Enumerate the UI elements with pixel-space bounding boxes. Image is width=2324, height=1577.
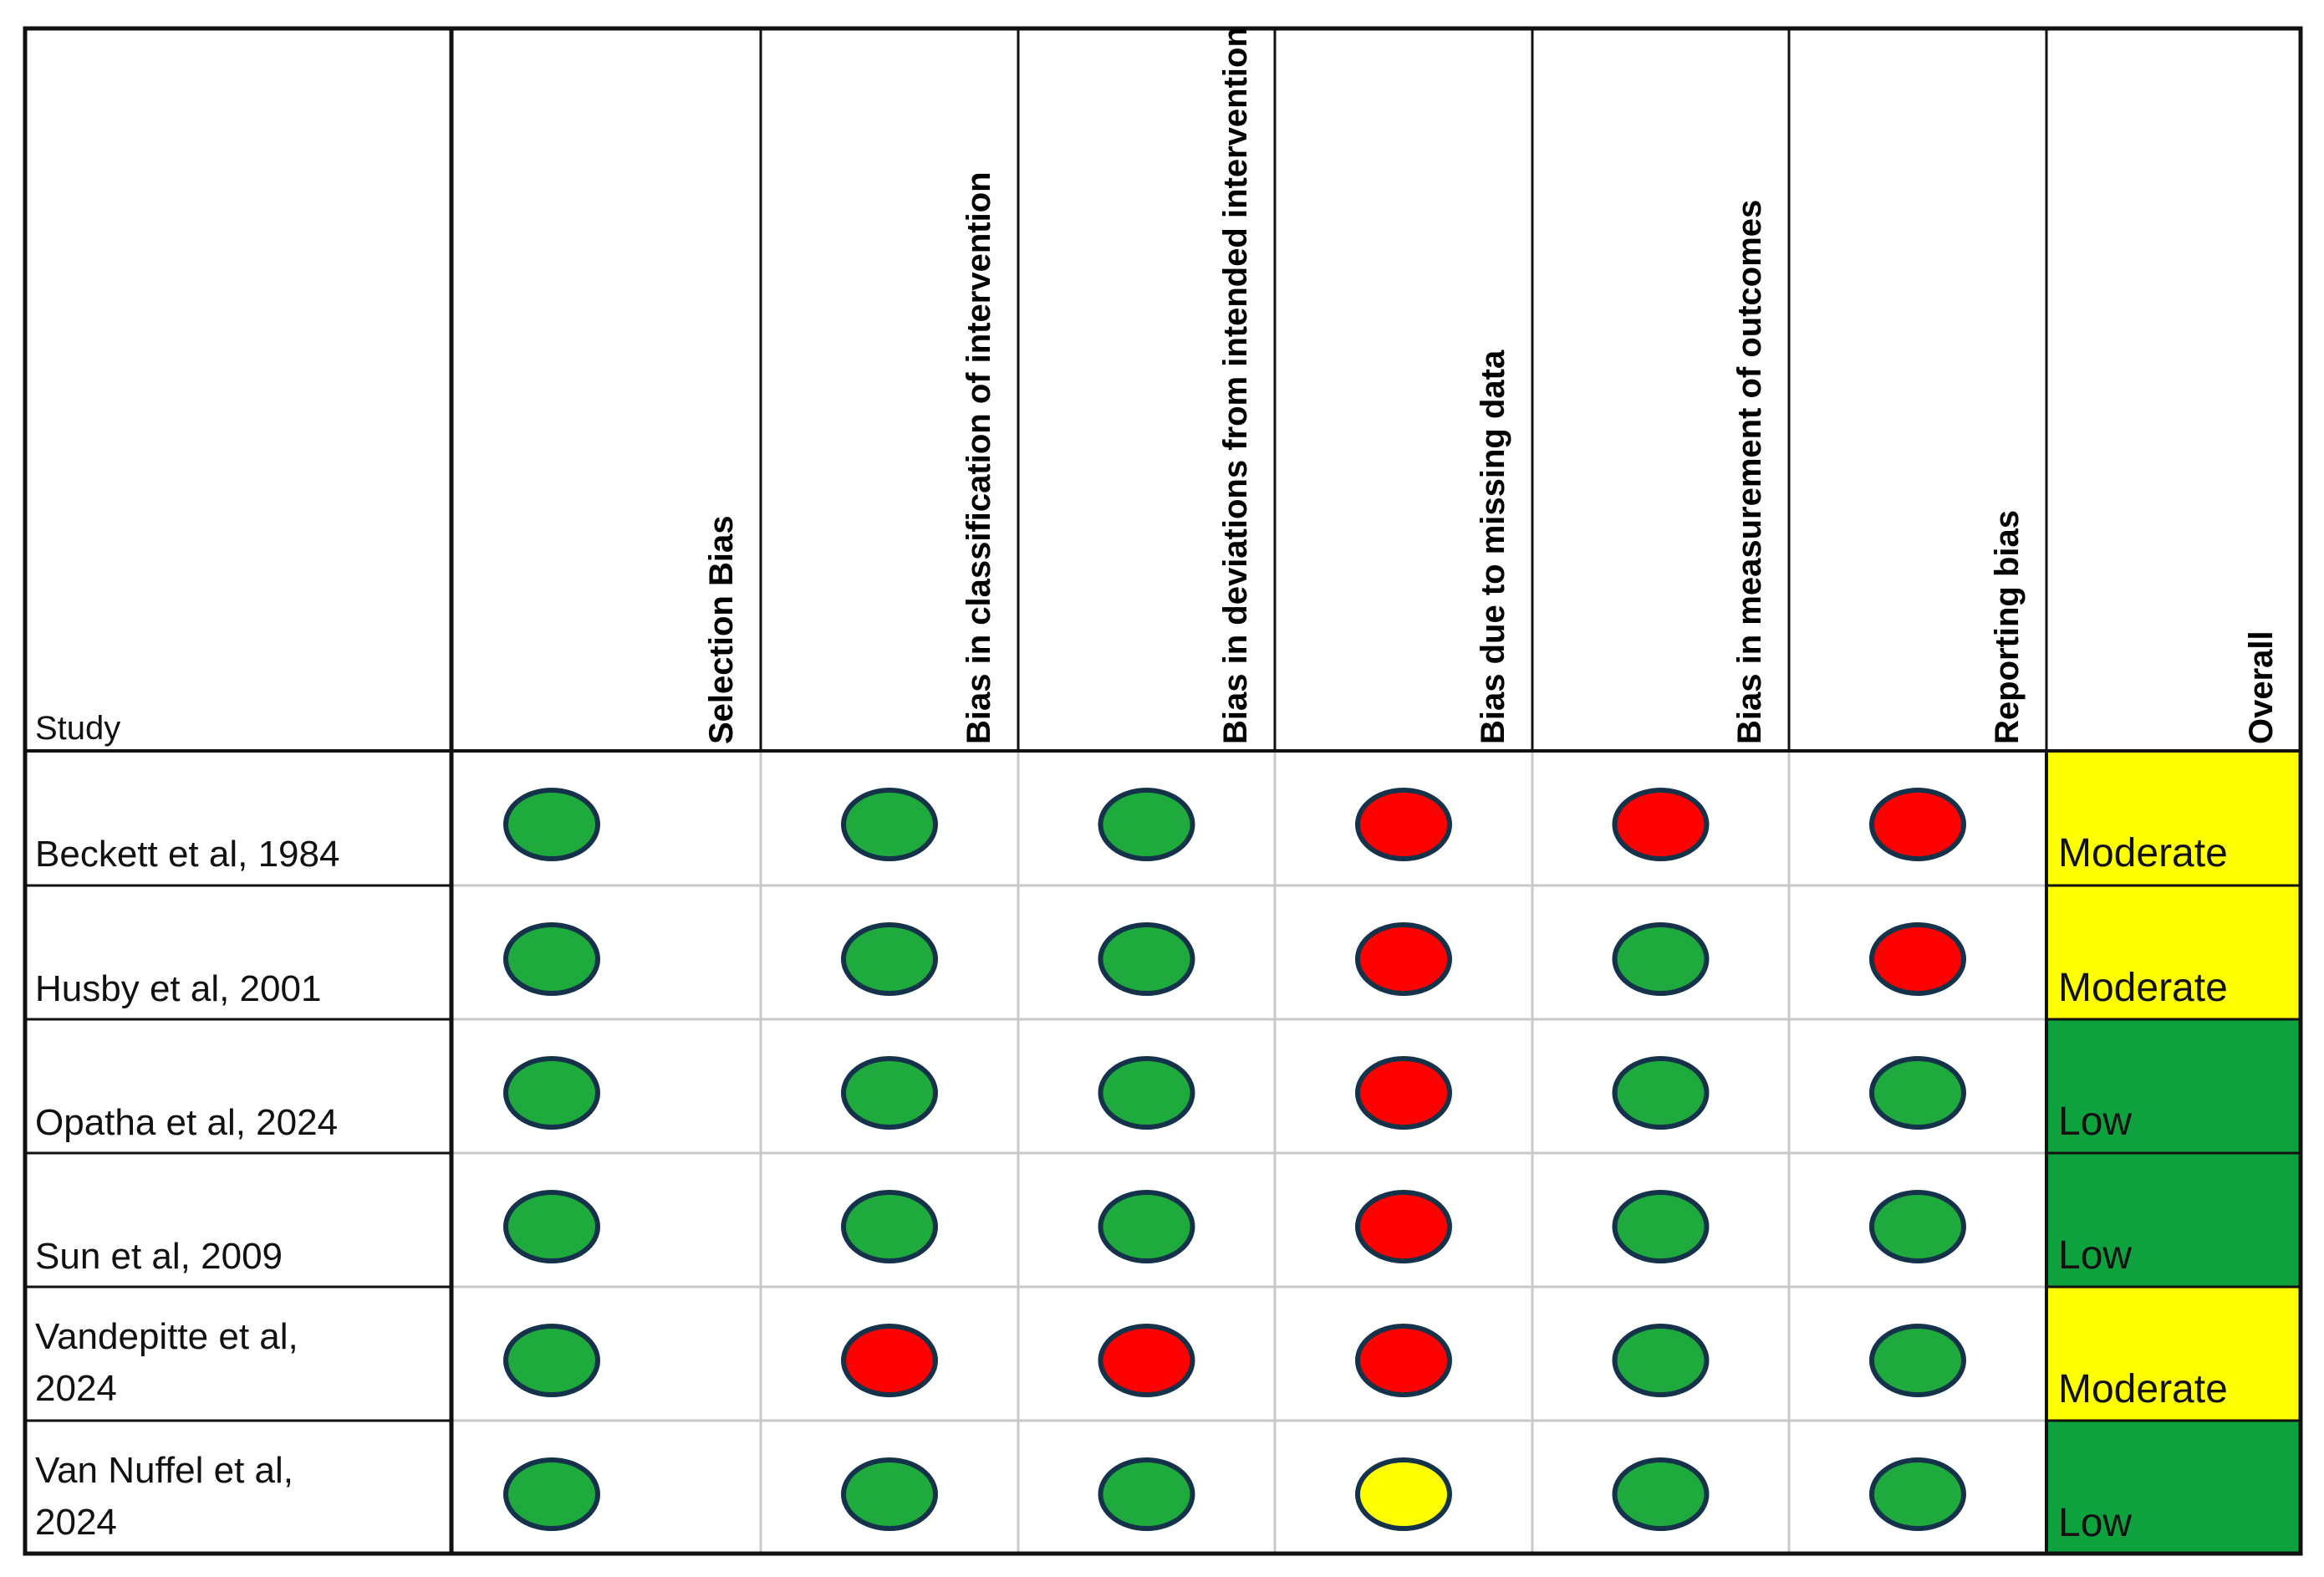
study-name: Opatha et al, 2024 <box>35 1102 338 1143</box>
overall-rating: Moderate <box>2058 1367 2228 1411</box>
rating-dot-high <box>1355 1190 1452 1263</box>
overall-cell-fill <box>2046 1153 2301 1287</box>
rating-dot-high <box>1355 788 1452 861</box>
overall-rating: Low <box>2058 1100 2132 1144</box>
rating-dot-low <box>503 1190 600 1263</box>
rating-dot-high <box>1355 1056 1452 1130</box>
rating-dot-low <box>1612 1190 1710 1263</box>
rating-dot-low <box>1098 1056 1195 1130</box>
rating-dot-low <box>1869 1324 1966 1397</box>
overall-cell-fill <box>2046 751 2301 885</box>
rating-dot-low <box>841 1056 938 1130</box>
rating-dot-low <box>1612 1457 1710 1531</box>
rating-dot-low <box>503 1056 600 1130</box>
rating-dot-low <box>503 1457 600 1531</box>
rating-dot-low <box>841 1457 938 1531</box>
overall-cell-fill <box>2046 1019 2301 1153</box>
rating-dot-low <box>1098 788 1195 861</box>
rating-dot-low <box>503 1324 600 1397</box>
overall-rating: Low <box>2058 1233 2132 1278</box>
table-borders <box>23 26 2303 1556</box>
rating-dot-low <box>1869 1190 1966 1263</box>
table-row: Van Nuffel et al, 2024 Low <box>35 1450 2132 1545</box>
overall-cell-fill <box>2046 885 2301 1019</box>
rating-dot-high <box>1098 1324 1195 1397</box>
rating-dot-low <box>1098 1190 1195 1263</box>
rating-dot-low <box>1098 1457 1195 1531</box>
table-row: Beckett et al, 1984 Moderate <box>35 788 2228 875</box>
rating-dot-high <box>1355 1324 1452 1397</box>
rating-dot-low <box>841 922 938 996</box>
rating-dot-high <box>1869 788 1966 861</box>
rating-dot-low <box>1098 922 1195 996</box>
study-name-line: 2024 <box>35 1502 117 1543</box>
rating-dot-low <box>1869 1457 1966 1531</box>
table-row: Husby et al, 2001 Moderate <box>35 922 2228 1010</box>
rating-dot-low <box>1612 922 1710 996</box>
table-row: Opatha et al, 2024 Low <box>35 1056 2132 1144</box>
rating-dot-low <box>503 788 600 861</box>
table-frame <box>23 26 2303 1556</box>
overall-rating: Moderate <box>2058 966 2228 1010</box>
header-col-1: Selection Bias <box>703 516 740 744</box>
rating-dot-low <box>1612 1056 1710 1130</box>
rating-dot-high <box>1869 922 1966 996</box>
study-name-line: 2024 <box>35 1368 117 1409</box>
study-name: Sun et al, 2009 <box>35 1236 283 1277</box>
overall-rating: Low <box>2058 1501 2132 1545</box>
rating-dot-high <box>1612 788 1710 861</box>
rating-dot-low <box>841 1190 938 1263</box>
rating-dot-low <box>841 788 938 861</box>
rating-dot-high <box>841 1324 938 1397</box>
study-name-line: Vandepitte et al, <box>35 1316 298 1357</box>
table-row: Sun et al, 2009 Low <box>35 1190 2132 1278</box>
study-name: Husby et al, 2001 <box>35 968 321 1009</box>
rating-dot-low <box>1869 1056 1966 1130</box>
header-col-4: Bias due to missing data <box>1475 350 1511 744</box>
header-study-label: Study <box>35 710 120 747</box>
header-col-3: Bias in deviations from intended interve… <box>1217 27 1254 744</box>
study-name-line: Van Nuffel et al, <box>35 1450 293 1491</box>
overall-cell-fill <box>2046 1287 2301 1421</box>
header-col-2: Bias in classification of intervention <box>961 171 997 744</box>
header-col-5: Bias in measurement of outcomes <box>1731 200 1768 744</box>
rating-dot-low <box>1612 1324 1710 1397</box>
rating-dot-moderate <box>1355 1457 1452 1531</box>
table-row: Vandepitte et al, 2024 Moderate <box>35 1316 2228 1411</box>
overall-rating: Moderate <box>2058 831 2228 875</box>
header-col-7: Overall <box>2243 630 2280 744</box>
rating-dot-high <box>1355 922 1452 996</box>
rating-dot-low <box>503 922 600 996</box>
overall-cell-fill <box>2046 1421 2301 1554</box>
header-col-6: Reporting bias <box>1989 510 2026 744</box>
study-name: Beckett et al, 1984 <box>35 834 339 875</box>
